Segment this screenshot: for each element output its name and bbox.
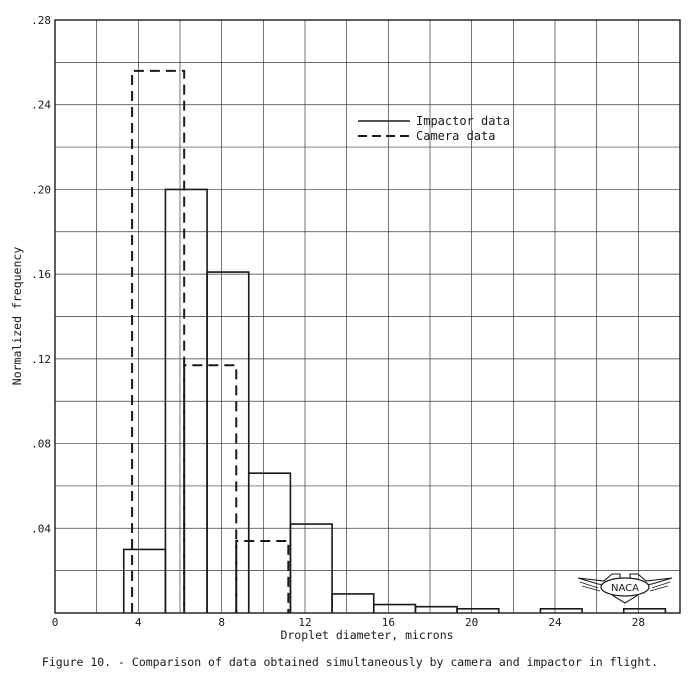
impactor-bar [539, 607, 583, 613]
grid-lines [55, 20, 680, 613]
camera-bar [235, 539, 290, 613]
bars [122, 69, 667, 613]
impactor-bar [372, 603, 417, 613]
impactor-bar [622, 607, 667, 613]
x-tick-label: 28 [632, 616, 645, 629]
x-tick-label: 8 [218, 616, 225, 629]
impactor-bar [247, 472, 292, 613]
x-tick-label: 16 [382, 616, 395, 629]
impactor-bar [289, 523, 333, 613]
camera-bar [131, 69, 186, 613]
naca-logo-text: NACA [611, 583, 639, 594]
x-tick-label: 12 [298, 616, 311, 629]
legend-camera-label: Camera data [416, 129, 495, 143]
x-tick-label: 24 [548, 616, 562, 629]
x-tick-label: 20 [465, 616, 478, 629]
y-tick-label: .16 [31, 268, 51, 281]
impactor-bar [456, 607, 500, 613]
impactor-bar [122, 548, 167, 613]
y-tick-label: .28 [31, 14, 51, 27]
impactor-bar [331, 593, 375, 613]
figure-caption: Figure 10. - Comparison of data obtained… [42, 655, 658, 669]
legend-impactor-label: Impactor data [416, 114, 510, 128]
naca-logo: NACA [577, 573, 673, 604]
x-tick-label: 0 [52, 616, 59, 629]
legend: Impactor data Camera data [358, 114, 510, 143]
y-axis-label: Normalized frequency [10, 247, 24, 386]
plot-frame [54, 19, 681, 614]
camera-bar [183, 364, 238, 613]
x-tick-labels: 0 4 8 12 16 20 24 28 [52, 616, 645, 629]
y-tick-labels: .04 .08 .12 .16 .20 .24 .28 [31, 14, 51, 535]
y-tick-label: .24 [31, 99, 51, 112]
y-tick-label: .04 [31, 522, 51, 535]
x-tick-label: 4 [135, 616, 142, 629]
x-axis-label: Droplet diameter, microns [280, 628, 453, 642]
impactor-bar [414, 605, 458, 613]
y-tick-label: .08 [31, 438, 51, 451]
y-tick-label: .20 [31, 183, 51, 196]
y-tick-label: .12 [31, 353, 51, 366]
impactor-bar [206, 271, 250, 613]
